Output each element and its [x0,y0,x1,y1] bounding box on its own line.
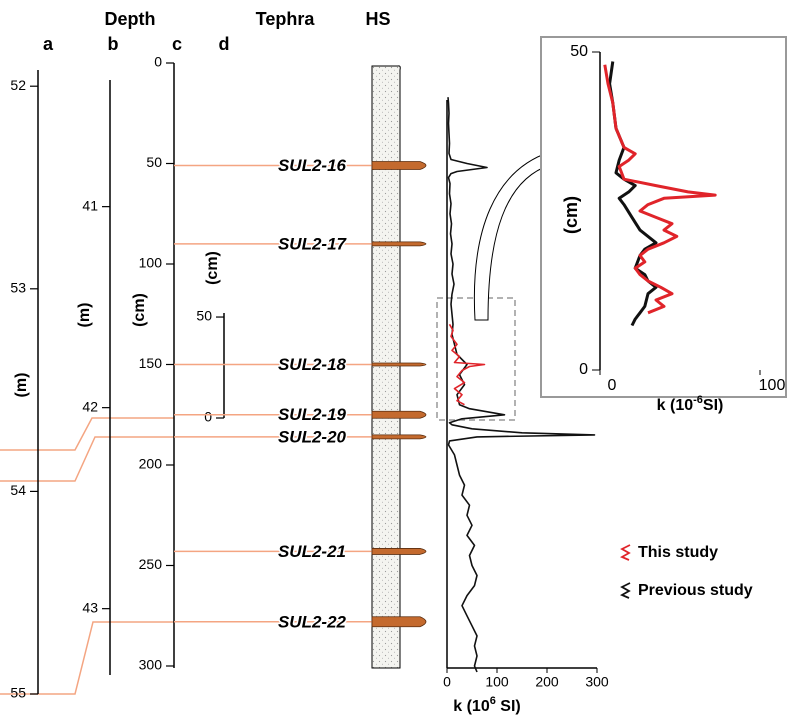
tephra-layer [371,434,427,440]
x-axis-title-text: k (10 [657,397,694,414]
x-tick-label: 0 [443,674,451,690]
tick-label: 50 [196,308,212,324]
x-axis-title: k (106 SI) [453,695,520,715]
y-axis-title: (cm) [561,196,581,234]
tick-label: 53 [10,280,26,296]
header-hs: HS [365,9,390,29]
scale-unit: (cm) [131,293,148,327]
tick-label: 42 [82,398,98,414]
tephra-label: SUL2-17 [278,234,348,253]
series-line [603,64,717,315]
x-axis-title-text: k (10 [453,698,490,715]
scale-label: d [219,34,230,54]
y-tick-label: 0 [579,361,588,378]
tick-label: 200 [139,456,163,472]
tephra-layer [371,161,427,170]
header-tephra: Tephra [256,9,316,29]
tephra-label: SUL2-18 [278,355,347,374]
scale-label: c [172,34,182,54]
tick-label: 100 [139,255,163,271]
tick-label: 50 [146,154,162,170]
x-tick-label: 300 [585,674,609,690]
tephra-layer [371,410,427,419]
tephra-layer [371,616,427,628]
scale-unit: (m) [13,373,30,398]
x-axis-title-sup: -6 [693,394,703,406]
tick-label: 41 [82,197,98,213]
tick-label: 250 [139,556,163,572]
y-tick-label: 50 [570,43,588,60]
tick-label: 52 [10,77,26,93]
series-line [448,323,486,406]
legend-icon [619,582,631,599]
tephra-label: SUL2-20 [278,427,347,446]
tephra-label: SUL2-22 [278,612,347,631]
series-line [608,61,658,327]
x-axis-title-after: SI) [703,397,723,414]
tick-label: 54 [10,482,26,498]
legend-icon [619,544,631,561]
x-tick-label: 100 [759,377,786,394]
x-tick-label: 200 [535,674,559,690]
tephra-layer [371,241,427,247]
tephra-layer [371,548,427,555]
tick-label: 150 [139,355,163,371]
x-tick-label: 100 [485,674,509,690]
legend-label: This study [638,544,718,561]
hs-column [371,65,401,669]
tephra-label: SUL2-16 [278,156,347,175]
scale-label: a [43,34,54,54]
header-depth: Depth [105,9,156,29]
x-axis-title-after: SI) [496,698,521,715]
scale-unit: (m) [76,303,93,328]
inset-frame [540,36,787,398]
x-tick-label: 0 [608,377,617,394]
tephra-layer [371,362,427,367]
x-axis-title-sup: 6 [490,695,496,707]
tick-label: 0 [154,54,162,70]
legend-label: Previous study [638,582,753,599]
scale-label: b [108,34,119,54]
tephra-label: SUL2-19 [278,405,347,424]
scale-unit: (cm) [204,251,221,285]
tick-label: 0 [204,409,212,425]
tephra-label: SUL2-21 [278,542,346,561]
tick-label: 55 [10,685,26,701]
tick-label: 43 [82,599,98,615]
tick-label: 300 [139,657,163,673]
x-axis-title: k (10-6SI) [657,394,724,414]
